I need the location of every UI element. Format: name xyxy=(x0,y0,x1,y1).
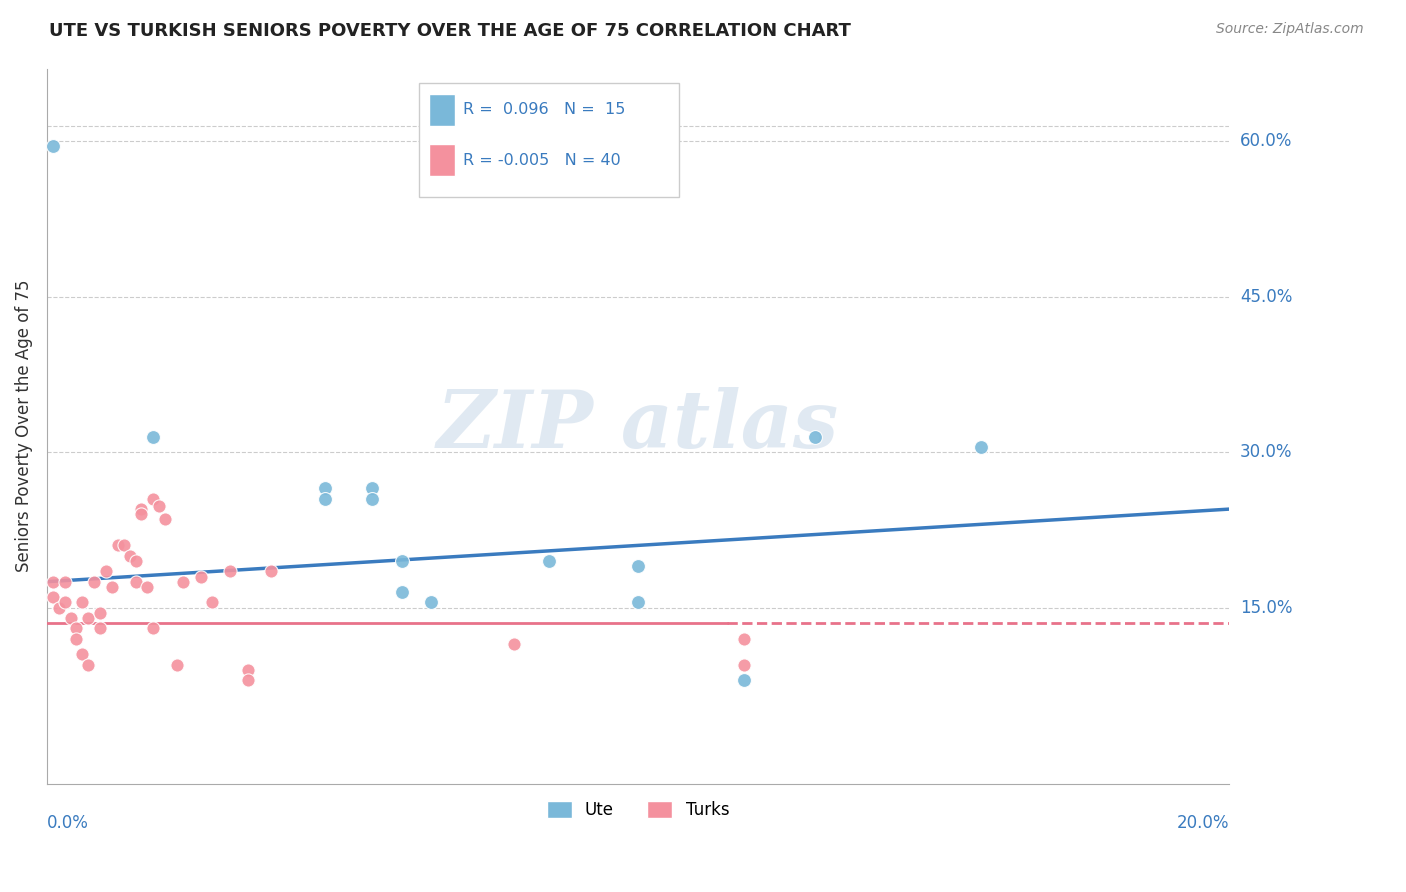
Point xyxy=(53,595,76,609)
Point xyxy=(72,595,94,609)
Point xyxy=(260,564,283,578)
Point xyxy=(65,632,87,646)
Point xyxy=(124,554,146,568)
Point xyxy=(142,429,165,443)
Point xyxy=(190,569,212,583)
Text: Source: ZipAtlas.com: Source: ZipAtlas.com xyxy=(1216,22,1364,37)
FancyBboxPatch shape xyxy=(419,83,679,197)
Point xyxy=(153,512,176,526)
Text: 20.0%: 20.0% xyxy=(1177,814,1229,832)
Y-axis label: Seniors Poverty Over the Age of 75: Seniors Poverty Over the Age of 75 xyxy=(15,280,32,573)
Point xyxy=(172,574,194,589)
Text: 15.0%: 15.0% xyxy=(1240,599,1292,616)
Point xyxy=(77,611,100,625)
Point xyxy=(142,491,165,506)
Text: 0.0%: 0.0% xyxy=(46,814,89,832)
Point xyxy=(733,673,755,688)
Point xyxy=(236,663,259,677)
Point xyxy=(166,657,188,672)
Point xyxy=(107,538,129,552)
Point xyxy=(236,673,259,688)
Point xyxy=(148,499,170,513)
Point xyxy=(131,502,153,516)
Text: UTE VS TURKISH SENIORS POVERTY OVER THE AGE OF 75 CORRELATION CHART: UTE VS TURKISH SENIORS POVERTY OVER THE … xyxy=(49,22,851,40)
Point xyxy=(94,564,117,578)
Text: 30.0%: 30.0% xyxy=(1240,443,1292,461)
Point xyxy=(77,657,100,672)
Point xyxy=(101,580,124,594)
Point xyxy=(136,580,159,594)
Text: 45.0%: 45.0% xyxy=(1240,287,1292,306)
Point xyxy=(391,585,413,599)
Point xyxy=(89,621,111,635)
Point xyxy=(733,632,755,646)
Point xyxy=(83,574,105,589)
Point xyxy=(314,482,336,496)
Point xyxy=(118,549,141,563)
Legend: Ute, Turks: Ute, Turks xyxy=(540,794,735,826)
Point xyxy=(142,621,165,635)
Point xyxy=(314,491,336,506)
Point xyxy=(733,657,755,672)
Point xyxy=(391,554,413,568)
Point xyxy=(72,647,94,661)
Text: R = -0.005   N = 40: R = -0.005 N = 40 xyxy=(463,153,620,168)
Point xyxy=(502,637,524,651)
Point xyxy=(124,574,146,589)
Text: R =  0.096   N =  15: R = 0.096 N = 15 xyxy=(463,102,626,117)
Point xyxy=(201,595,224,609)
Text: 60.0%: 60.0% xyxy=(1240,132,1292,150)
Point xyxy=(420,595,443,609)
Point xyxy=(65,621,87,635)
Point xyxy=(131,508,153,522)
Point xyxy=(53,574,76,589)
Point xyxy=(42,574,65,589)
Point xyxy=(361,491,384,506)
Text: ZIP atlas: ZIP atlas xyxy=(437,387,839,465)
Point xyxy=(219,564,242,578)
Point xyxy=(112,538,135,552)
Point xyxy=(361,482,384,496)
Bar xyxy=(429,144,454,176)
Point xyxy=(48,600,70,615)
Bar xyxy=(429,94,454,126)
Point xyxy=(42,591,65,605)
Point xyxy=(59,611,82,625)
Point xyxy=(970,440,993,454)
Point xyxy=(538,554,561,568)
Point xyxy=(42,139,65,153)
Point xyxy=(627,595,650,609)
Point xyxy=(89,606,111,620)
Point xyxy=(627,559,650,574)
Point xyxy=(804,429,827,443)
